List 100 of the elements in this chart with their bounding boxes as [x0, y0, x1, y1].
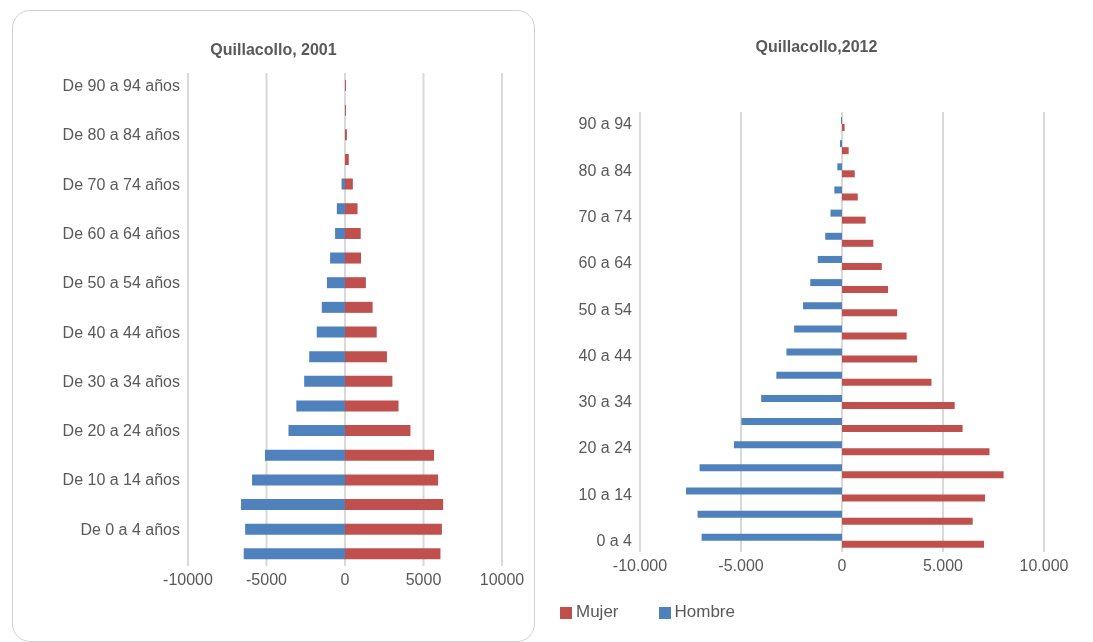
- bar: [842, 309, 898, 317]
- bar: [330, 252, 345, 264]
- bar: [842, 517, 973, 525]
- bar: [241, 499, 345, 511]
- y-tick-label: De 80 a 84 años: [62, 126, 180, 144]
- bar: [803, 302, 842, 310]
- bar: [345, 499, 444, 511]
- bar: [842, 332, 907, 340]
- bar: [245, 523, 345, 535]
- bar: [345, 227, 361, 239]
- bar: [842, 170, 855, 178]
- x-tick-label: -10.000: [612, 557, 668, 575]
- x-tick-label: 5000: [405, 571, 442, 589]
- bar: [842, 193, 858, 201]
- bar: [776, 371, 842, 379]
- bar: [345, 301, 373, 313]
- x-tick-label: -5000: [246, 571, 288, 589]
- bar: [316, 326, 345, 338]
- bar: [335, 227, 345, 239]
- y-tick-label: De 30 a 34 años: [62, 372, 180, 390]
- bar: [309, 351, 345, 363]
- bar: [842, 494, 986, 502]
- bar: [842, 147, 849, 155]
- bar: [733, 441, 842, 449]
- bar: [345, 178, 353, 190]
- y-tick-label: 50 a 54: [578, 300, 633, 318]
- bar: [842, 262, 882, 270]
- y-tick-label: 10 a 14: [578, 485, 633, 503]
- y-tick-label: 20 a 24: [578, 439, 633, 457]
- bar: [345, 425, 411, 437]
- bar: [345, 400, 399, 412]
- y-tick-label: De 20 a 24 años: [62, 422, 180, 440]
- bar: [842, 425, 963, 433]
- bar: [345, 449, 435, 461]
- bar: [697, 510, 842, 518]
- bar: [686, 487, 842, 495]
- y-tick-label: De 90 a 94 años: [62, 77, 180, 94]
- legend-label: Mujer: [576, 602, 619, 621]
- bar: [786, 348, 842, 356]
- chart-title: Quillacollo,2012: [754, 38, 879, 56]
- bar: [326, 277, 345, 289]
- y-tick-label: 40 a 44: [578, 346, 633, 364]
- bar: [345, 252, 362, 264]
- x-tick-label: 10000: [479, 571, 525, 589]
- bar: [345, 523, 442, 535]
- x-tick-label: -10000: [163, 571, 214, 589]
- bar: [345, 548, 441, 560]
- chart-title: Quillacollo, 2001: [209, 41, 338, 59]
- bar: [288, 425, 345, 437]
- bar: [304, 375, 345, 387]
- x-tick-label: -5.000: [718, 557, 764, 575]
- bar: [296, 400, 345, 412]
- bar: [345, 474, 439, 486]
- bar: [834, 186, 842, 194]
- bar: [837, 163, 842, 171]
- x-tick-label: 5.000: [922, 557, 964, 575]
- bar: [810, 279, 842, 287]
- x-tick-label: 0: [837, 557, 847, 575]
- bar: [741, 418, 842, 426]
- bar: [842, 378, 932, 386]
- bar: [701, 533, 842, 541]
- y-tick-label: 70 a 74: [578, 207, 633, 225]
- bar: [842, 355, 918, 363]
- bar: [345, 326, 377, 338]
- bar: [699, 464, 842, 472]
- y-tick-label: De 70 a 74 años: [62, 175, 180, 193]
- y-tick-label: 90 a 94: [578, 115, 633, 133]
- y-tick-label: De 0 a 4 años: [80, 520, 180, 538]
- y-tick-label: 60 a 64: [578, 254, 633, 272]
- bar: [842, 540, 985, 548]
- bar: [243, 548, 345, 560]
- bar: [321, 301, 345, 313]
- bar: [345, 153, 349, 165]
- bar: [336, 203, 345, 215]
- bar: [345, 351, 387, 363]
- bar: [842, 448, 990, 456]
- bar: [842, 239, 874, 247]
- x-tick-label: 10.000: [1019, 557, 1069, 575]
- y-tick-label: 0 a 4: [596, 532, 633, 550]
- bar: [830, 209, 842, 217]
- bar: [794, 325, 842, 333]
- bar: [839, 140, 842, 148]
- y-tick-label: 80 a 84: [578, 161, 633, 179]
- bar: [761, 394, 842, 402]
- bar: [842, 124, 845, 131]
- bar: [252, 474, 345, 486]
- y-tick-label: De 50 a 54 años: [62, 274, 180, 292]
- bar: [817, 255, 842, 263]
- x-tick-label: 0: [340, 571, 350, 589]
- legend-label: Hombre: [674, 602, 735, 621]
- y-tick-label: De 60 a 64 años: [62, 224, 180, 242]
- bar: [842, 401, 955, 409]
- bar: [345, 375, 393, 387]
- bar: [264, 449, 345, 461]
- y-tick-label: De 10 a 14 años: [62, 471, 180, 489]
- bar: [825, 232, 842, 240]
- bar: [345, 203, 358, 215]
- bar: [345, 277, 366, 289]
- bar: [842, 216, 866, 224]
- y-tick-label: De 40 a 44 años: [62, 323, 180, 341]
